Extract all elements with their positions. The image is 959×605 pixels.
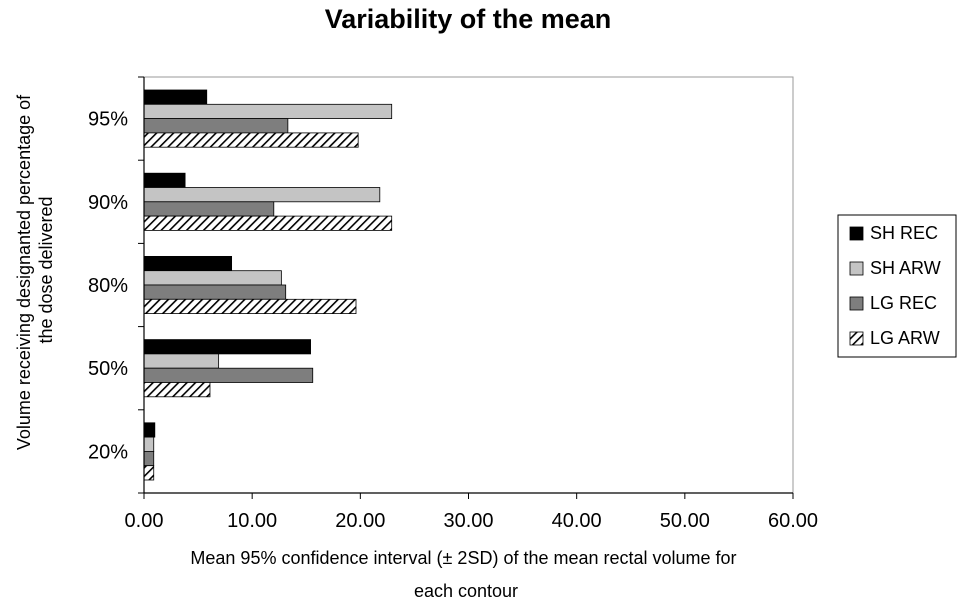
y-tick-label: 90% <box>88 192 128 214</box>
y-tick-label: 20% <box>88 441 128 463</box>
legend: SH REC SH ARW LG REC LG ARW <box>837 214 957 358</box>
x-tick-label: 40.00 <box>552 510 602 532</box>
bar-lg-rec-95pct <box>143 118 289 134</box>
legend-swatch <box>849 261 864 276</box>
x-axis-label-line-2: each contour <box>414 581 518 601</box>
bar-sh-arw-80pct <box>143 270 282 286</box>
y-axis-label: Volume receiving designanted percentage … <box>14 90 56 450</box>
bar-lg-arw-80pct <box>143 298 357 314</box>
bar-sh-arw-90pct <box>143 187 381 203</box>
bar-sh-rec-90pct <box>143 172 186 188</box>
x-tick-label: 20.00 <box>335 510 385 532</box>
x-axis-label-line-1: Mean 95% confidence interval (± 2SD) of … <box>190 548 736 568</box>
legend-swatch <box>849 226 864 241</box>
y-axis-label-line-2: the dose delivered <box>36 196 56 343</box>
y-tick-label: 50% <box>88 358 128 380</box>
y-axis-label-line-1: Volume receiving designanted percentage … <box>14 94 34 450</box>
bar-sh-rec-20pct <box>143 422 156 438</box>
bar-lg-arw-90pct <box>143 215 393 231</box>
x-tick-label: 60.00 <box>768 510 818 532</box>
x-tick-label: 0.00 <box>125 510 164 532</box>
chart-title: Variability of the mean <box>325 4 612 34</box>
bar-lg-arw-95pct <box>143 132 359 148</box>
bar-lg-arw-20pct <box>143 465 155 481</box>
bar-lg-rec-80pct <box>143 284 287 300</box>
bar-sh-rec-50pct <box>143 339 311 355</box>
x-tick-label: 10.00 <box>227 510 277 532</box>
bar-lg-arw-50pct <box>143 382 211 398</box>
bar-lg-rec-90pct <box>143 201 275 217</box>
bar-lg-rec-50pct <box>143 367 314 383</box>
x-tick-label: 50.00 <box>660 510 710 532</box>
legend-swatch <box>849 331 864 346</box>
y-tick-label: 80% <box>88 275 128 297</box>
legend-label: LG REC <box>870 293 937 313</box>
legend-label: SH ARW <box>870 258 941 278</box>
bar-sh-arw-50pct <box>143 353 220 369</box>
legend-label: SH REC <box>870 223 938 243</box>
bar-sh-rec-95pct <box>143 89 208 105</box>
bar-sh-arw-20pct <box>143 436 155 452</box>
bar-sh-arw-95pct <box>143 103 393 120</box>
bar-lg-rec-20pct <box>143 450 155 467</box>
legend-label: LG ARW <box>870 328 940 348</box>
bar-sh-rec-80pct <box>143 255 233 272</box>
x-ticks-group: 0.00 10.00 20.00 30.00 40.00 50.00 60.00 <box>125 493 818 532</box>
y-tick-label: 95% <box>88 109 128 131</box>
y-ticks-group: 95% 90% 80% 50% 20% <box>88 76 144 494</box>
x-tick-label: 30.00 <box>443 510 493 532</box>
x-axis-label: Mean 95% confidence interval (± 2SD) of … <box>190 548 741 601</box>
bars-group <box>143 89 393 481</box>
legend-swatch <box>849 296 864 311</box>
